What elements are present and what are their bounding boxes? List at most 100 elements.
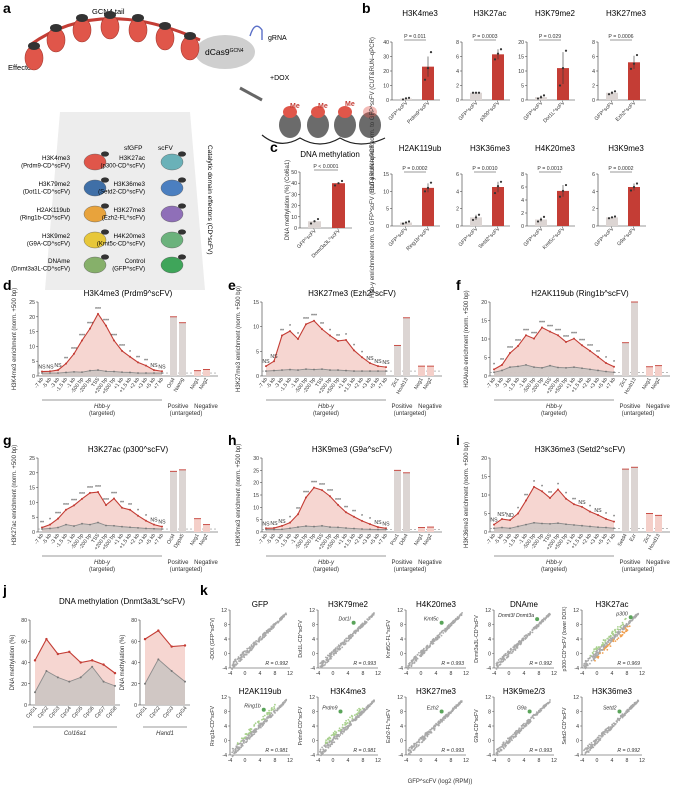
control-point: [289, 527, 291, 530]
control-point: [369, 370, 371, 372]
position-label: -5 kb: [494, 377, 506, 390]
enriched-point: [267, 711, 269, 714]
scatter-point: [234, 663, 237, 666]
tick-label: 8: [592, 40, 595, 46]
scatter-point: [458, 701, 461, 704]
tick-label: 4: [435, 758, 438, 764]
tick-label: 15: [481, 475, 487, 481]
targeted-point: [565, 340, 567, 343]
subplot-ylabel: -DOX (GFP^scFV): [210, 617, 216, 660]
significance-label: **: [120, 501, 124, 507]
scatter-point: [350, 636, 353, 638]
scatter-point: [460, 700, 463, 702]
data-point: [493, 191, 497, 195]
effector-on-nucleosome: [338, 106, 352, 118]
panel-c-title: DNA methylation: [300, 150, 360, 159]
enriched-point: [327, 738, 329, 741]
significance-label: *: [605, 512, 607, 518]
significance-label: **: [320, 322, 324, 328]
scatter-point: [349, 721, 352, 724]
scatter-point: [273, 623, 276, 625]
scatter-point: [246, 736, 249, 739]
control-point: [129, 371, 131, 374]
targeted-line: [34, 638, 116, 674]
tick-label: 5: [484, 356, 487, 362]
scatter-point: [599, 735, 602, 737]
scatter-point: [248, 647, 250, 650]
control-point: [337, 369, 339, 371]
scatter-point: [515, 645, 518, 648]
significance-label: ***: [111, 492, 117, 498]
effector-beans: [24, 11, 200, 71]
positive-group: Positive: [167, 560, 189, 566]
enriched-point: [262, 715, 265, 718]
significance-label: **: [500, 358, 504, 364]
scatter-point: [602, 733, 605, 735]
scatter-point: [433, 727, 436, 730]
position-label: -5 kb: [494, 533, 506, 546]
control-point: [581, 524, 583, 527]
enriched-point: [609, 634, 612, 637]
category-label: GFP^scFV: [388, 100, 410, 122]
point-cloud: [231, 612, 288, 670]
scatter-point: [597, 652, 600, 655]
scatter-point: [520, 729, 523, 731]
effector-icon: [160, 179, 184, 197]
scatter-point: [526, 722, 529, 725]
scatter-point: [258, 726, 261, 729]
tick-label: 8: [576, 623, 579, 629]
targeted-point: [541, 490, 543, 493]
scatter-point: [271, 625, 273, 628]
scatter-point: [328, 655, 331, 657]
scatter-point: [238, 747, 241, 750]
control-line: [41, 522, 163, 530]
point-cloud: [407, 700, 463, 756]
control-point: [377, 528, 379, 531]
scatter-point: [583, 665, 586, 668]
scatter-point: [408, 753, 411, 756]
targeted-point: [581, 344, 583, 347]
effector-icon: [160, 231, 184, 249]
scatter-point: [503, 747, 505, 750]
tick-label: 8: [400, 623, 403, 629]
targeted-area: [494, 327, 614, 376]
tick-label: 4: [400, 637, 403, 643]
position-label: -7 kb: [258, 533, 270, 546]
scatter-point: [418, 738, 420, 741]
control-point: [157, 658, 160, 661]
data-point: [499, 180, 503, 183]
scatter-point: [267, 630, 270, 633]
tick-label: 25: [29, 300, 35, 306]
targeted-area: [266, 320, 386, 376]
scatter-point: [253, 729, 255, 732]
significance-label: ND: [506, 513, 514, 519]
scatter-point: [329, 657, 331, 660]
targeted-point: [41, 526, 43, 529]
enriched-point: [622, 623, 625, 626]
tick-label: 0: [456, 98, 459, 104]
panel-a: a dCas9GCN4 GCN4 tail Effector gRNA +DOX…: [3, 0, 386, 290]
negative-label: Neg1: [189, 533, 200, 547]
scatter-point: [236, 662, 239, 665]
position-label: TSS: [314, 532, 325, 544]
data-point: [471, 91, 475, 94]
scatter-point: [243, 653, 245, 655]
control-point: [557, 366, 559, 369]
significance-label: *: [605, 356, 607, 362]
scatter-point: [341, 732, 344, 735]
control-point: [517, 365, 519, 368]
significance-label: *: [613, 360, 615, 366]
panel-letter-k: k: [200, 582, 208, 598]
tick-label: 2: [456, 84, 459, 90]
data-point: [407, 96, 411, 99]
scatter-point: [257, 640, 259, 643]
scatter-point: [242, 651, 245, 654]
bar: [628, 62, 640, 100]
control-point: [385, 528, 387, 531]
significance-label: ***: [87, 486, 93, 492]
significance-label: ***: [63, 503, 69, 509]
control-point: [105, 370, 107, 373]
position-label: -5 kb: [42, 377, 54, 390]
position-label: -1 kb: [66, 533, 78, 546]
